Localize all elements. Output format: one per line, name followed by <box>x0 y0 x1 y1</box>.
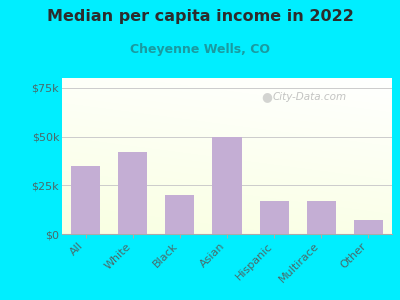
Bar <box>307 201 336 234</box>
Bar <box>354 220 383 234</box>
Text: Median per capita income in 2022: Median per capita income in 2022 <box>46 9 354 24</box>
Text: City-Data.com: City-Data.com <box>272 92 346 102</box>
Text: ●: ● <box>261 90 272 103</box>
Bar <box>71 166 100 234</box>
Bar <box>165 195 194 234</box>
Bar <box>260 201 289 234</box>
Text: Cheyenne Wells, CO: Cheyenne Wells, CO <box>130 44 270 56</box>
Bar <box>118 152 147 234</box>
Bar <box>212 136 242 234</box>
